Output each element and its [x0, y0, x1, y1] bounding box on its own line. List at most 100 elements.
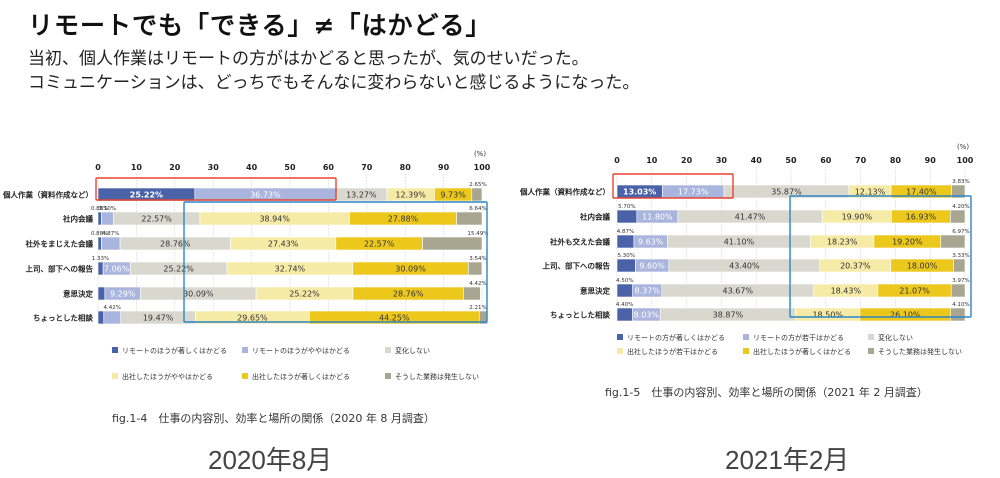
- highlight-box-blue: [183, 201, 488, 323]
- x-tick-label: 10: [646, 156, 658, 165]
- x-tick-label: 0: [95, 163, 101, 172]
- category-label: 社内会議: [579, 212, 610, 222]
- x-tick-label: 70: [361, 163, 373, 172]
- legend-label: リモートの方が若干はかどる: [753, 333, 844, 342]
- bar-segment: [97, 310, 105, 325]
- x-tick-label: 70: [855, 156, 867, 165]
- x-tick-label: 100: [474, 163, 491, 172]
- data-label: 5.70%: [618, 204, 635, 210]
- data-label: 13.27%: [346, 191, 377, 200]
- data-label: 27.43%: [268, 240, 299, 249]
- legend-swatch: [385, 347, 391, 353]
- data-label: 28.76%: [160, 240, 191, 249]
- data-label: 35.87%: [771, 188, 802, 197]
- data-label: 3.54%: [469, 256, 486, 262]
- data-label: 17.73%: [678, 188, 709, 197]
- data-label: 3.97%: [952, 278, 969, 284]
- data-label: 16.93%: [906, 213, 937, 222]
- data-label: 9.63%: [638, 238, 664, 247]
- data-label: 18.43%: [831, 287, 862, 296]
- x-tick-label: 80: [890, 156, 902, 165]
- legend-swatch: [743, 348, 749, 354]
- legend-swatch: [617, 348, 623, 354]
- data-label: 29.65%: [237, 314, 268, 323]
- caption-2021: fig.1-5 仕事の内容別、効率と場所の関係（2021 年 2 月調査）: [605, 386, 928, 399]
- category-label: 意思決定: [580, 286, 610, 296]
- data-label: 1.33%: [92, 256, 109, 262]
- data-label: 7.06%: [104, 265, 130, 274]
- x-tick-label: 30: [716, 156, 728, 165]
- data-label: 11.80%: [642, 213, 673, 222]
- highlight-box-red: [612, 173, 734, 199]
- data-label: 3.83%: [952, 179, 969, 185]
- category-label: 社外も交えた会議: [549, 237, 610, 247]
- bar-segment: [616, 234, 635, 249]
- legend-swatch: [385, 373, 391, 379]
- data-label: 15.49%: [468, 231, 489, 237]
- data-label: 25.22%: [130, 191, 163, 200]
- chart-2021: (%) 0 10 20 30 40 50 60 70 80 90 100 個人作業（資料作成など） 社内会…: [519, 143, 974, 356]
- subtitle-line-1: 当初、個人作業はリモートの方がはかどると思ったが、気のせいだった。: [28, 49, 589, 69]
- data-label: 4.87%: [617, 229, 634, 235]
- data-label: 3.10%: [99, 206, 116, 212]
- x-tick-label: 50: [785, 156, 797, 165]
- chart-2020: (%) 0 10 20 30 40 50 60 70 80 90 100 個人作業（資料作成など） 社内会…: [2, 150, 491, 381]
- period-label-2021: 2021年2月: [725, 445, 850, 475]
- data-label: 4.50%: [616, 278, 633, 284]
- legend-label: 出社したほうが著しくはかどる: [753, 347, 851, 356]
- data-label: 30.09%: [395, 265, 426, 274]
- data-label: 18.50%: [812, 311, 843, 320]
- bar-segment: [950, 307, 966, 322]
- data-label: 0.88%: [91, 206, 108, 212]
- data-label: 0.88%: [91, 231, 108, 237]
- legend-label: 変化しない: [878, 333, 913, 342]
- highlight-box-blue: [789, 195, 972, 318]
- x-tick-label: 20: [169, 163, 181, 172]
- legend-swatch: [112, 347, 118, 353]
- legend-swatch: [617, 334, 623, 340]
- x-tick-label: 90: [438, 163, 450, 172]
- x-tick-label: 90: [925, 156, 937, 165]
- data-label: 38.94%: [259, 215, 290, 224]
- caption-2020: fig.1-4 仕事の内容別、効率と場所の関係（2020 年 8 月調査）: [112, 412, 435, 425]
- bar-segment: [951, 184, 966, 199]
- legend-label: リモートのほうがややはかどる: [252, 346, 350, 355]
- bar-segment: [616, 283, 633, 298]
- data-label: 4.42%: [104, 305, 121, 311]
- category-label: 意思決定: [63, 289, 93, 299]
- bar-segment: [616, 258, 636, 273]
- bar-segment: [463, 286, 481, 301]
- category-label: 上司、部下への報告: [543, 261, 611, 271]
- data-label: 4.40%: [616, 302, 633, 308]
- data-label: 26.10%: [890, 311, 921, 320]
- data-label: 4.87%: [102, 231, 119, 237]
- data-label: 6.64%: [469, 206, 486, 212]
- data-label: 27.88%: [388, 215, 419, 224]
- data-label: 43.40%: [729, 262, 760, 271]
- x-tick-label: 60: [323, 163, 335, 172]
- data-label: 44.25%: [379, 314, 410, 323]
- data-label: 25.22%: [289, 290, 320, 299]
- data-label: 22.57%: [141, 215, 172, 224]
- data-label: 12.13%: [855, 188, 886, 197]
- category-label: 個人作業（資料作成など）: [519, 187, 610, 197]
- data-label: 25.22%: [163, 265, 194, 274]
- bar-segment: [468, 261, 483, 276]
- data-label: 18.23%: [827, 238, 858, 247]
- bar-segment: [97, 236, 102, 251]
- category-label: ちょっとした相談: [550, 310, 610, 320]
- legend-label: そうした業務は発生しない: [395, 372, 479, 381]
- data-label: 6.97%: [952, 229, 969, 235]
- data-label: 2.65%: [469, 182, 486, 188]
- data-label: 12.39%: [395, 191, 426, 200]
- x-tick-label: 100: [957, 156, 974, 165]
- data-label: 9.60%: [639, 262, 665, 271]
- axis-unit-label: (%): [474, 150, 486, 158]
- data-label: 9.29%: [110, 290, 136, 299]
- category-label: ちょっとした相談: [33, 313, 93, 323]
- legend-swatch: [868, 348, 874, 354]
- data-label: 17.40%: [906, 188, 937, 197]
- subtitle-line-2: コミュニケーションは、どっちでもそんなに変わらないと感じるようになった。: [28, 73, 640, 93]
- bar-segment: [103, 310, 122, 325]
- legend-swatch: [242, 373, 248, 379]
